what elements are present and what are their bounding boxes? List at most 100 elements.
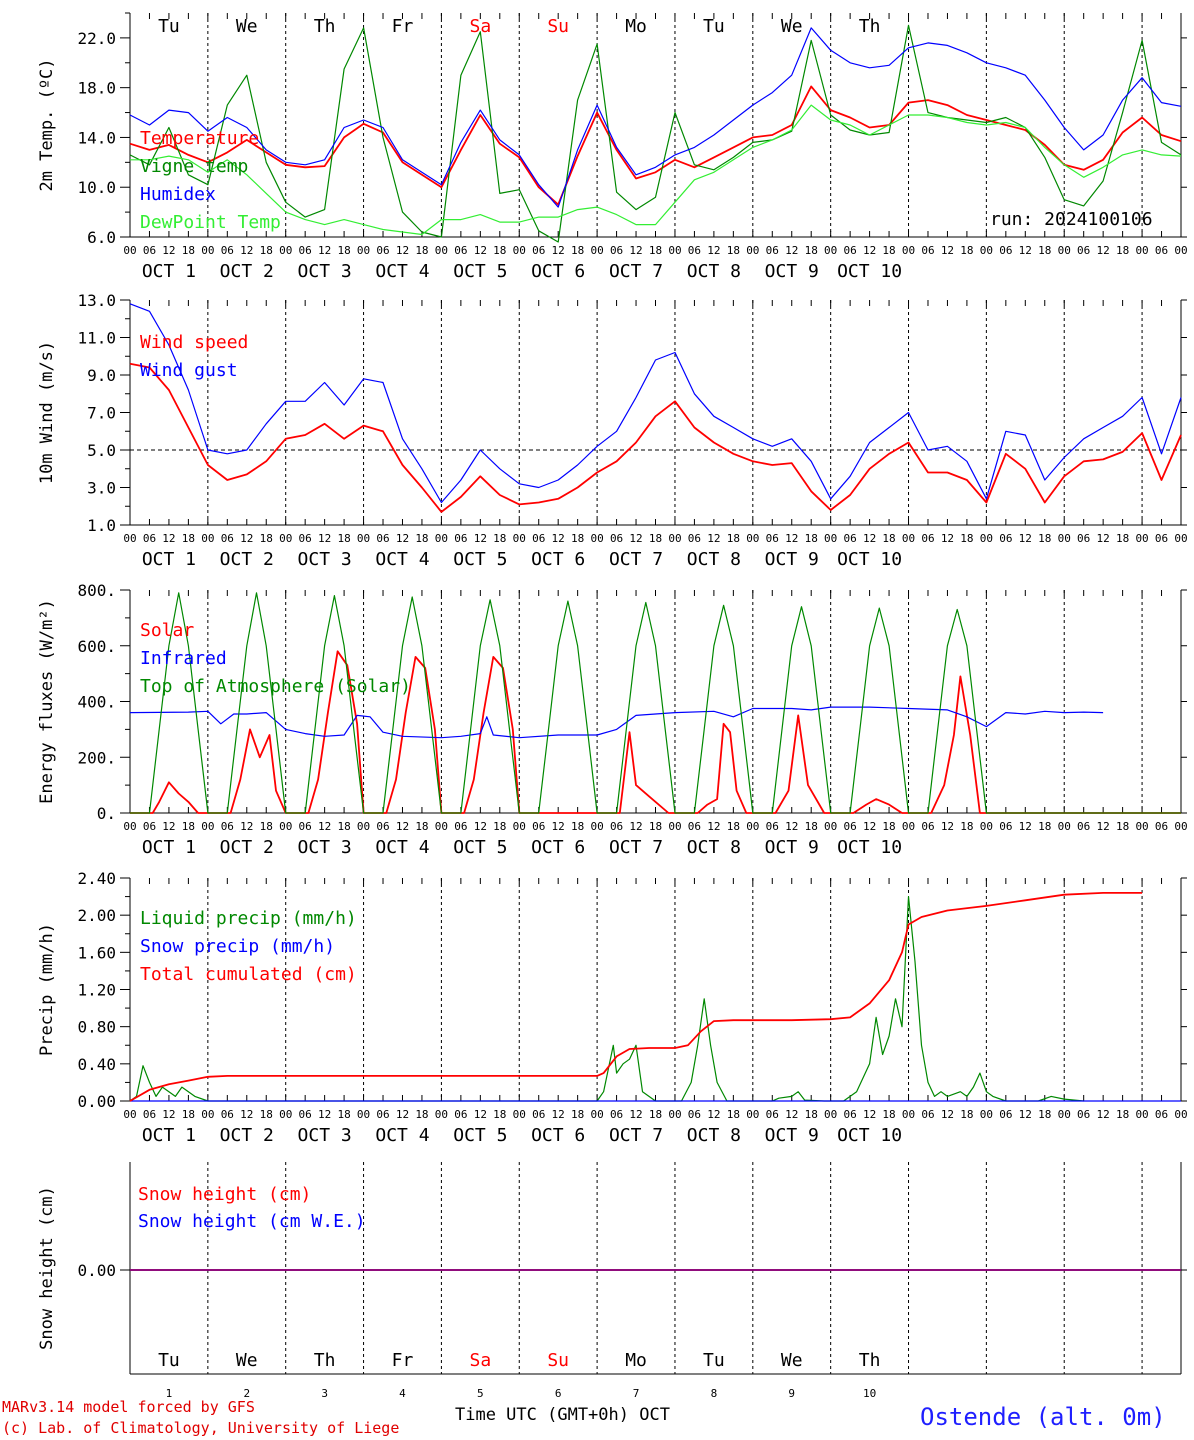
x-hour-label: 06 [143,244,156,257]
x-hour-label: 12 [162,532,175,545]
x-hour-label: 18 [727,532,740,545]
x-hour-label: 00 [1058,532,1071,545]
x-date-label: OCT 9 [765,261,819,282]
day-number-label: 4 [399,1387,406,1400]
day-of-week-label: We [236,1350,258,1371]
day-of-week-label: Su [547,1350,569,1371]
x-hour-label: 18 [882,532,895,545]
x-hour-label: 12 [1019,244,1032,257]
x-hour-label: 18 [960,244,973,257]
day-of-week-label: We [236,16,258,37]
x-hour-label: 00 [824,1108,837,1121]
x-date-label: OCT 4 [375,1125,429,1146]
x-hour-label: 00 [279,532,292,545]
x-hour-label: 12 [863,820,876,833]
x-date-label: OCT 6 [531,1125,585,1146]
chart-panel-5: 0.00 Snow height (cm) Snow height (cm) Snow… [37,1162,1187,1400]
x-hour-label: 12 [941,820,954,833]
x-hour-label: 00 [902,820,915,833]
legend-entry: Wind gust [140,360,238,381]
x-hour-label: 00 [1135,532,1148,545]
x-hour-label: 00 [980,244,993,257]
x-hour-label: 18 [337,820,350,833]
x-date-label: OCT 4 [375,261,429,282]
x-hour-label: 06 [299,532,312,545]
x-hour-label: 18 [805,244,818,257]
series-line-wind-speed [129,362,1182,513]
y-tick-label: 0.00 [77,1261,116,1280]
x-hour-label: 06 [999,244,1012,257]
x-hour-label: 12 [318,244,331,257]
x-hour-label: 00 [590,244,603,257]
x-hour-label: 12 [240,532,253,545]
series-line-infrared [129,706,1104,739]
x-hour-label: 12 [785,532,798,545]
x-hour-label: 06 [766,244,779,257]
x-hour-label: 06 [1077,532,1090,545]
x-hour-label: 00 [357,532,370,545]
x-hour-label: 18 [182,820,195,833]
x-hour-label: 18 [337,532,350,545]
x-date-label: OCT 6 [531,837,585,858]
x-hour-label: 00 [902,1108,915,1121]
x-hour-label: 00 [1135,1108,1148,1121]
x-hour-label: 12 [1097,532,1110,545]
x-date-label: OCT 7 [609,1125,663,1146]
x-hour-label: 00 [201,532,214,545]
x-hour-label: 00 [590,1108,603,1121]
day-of-week-label: Tu [703,1350,725,1371]
x-hour-label: 00 [980,1108,993,1121]
x-hour-label: 00 [980,820,993,833]
x-date-label: OCT 5 [453,837,507,858]
x-hour-label: 00 [1174,244,1187,257]
x-hour-label: 00 [668,1108,681,1121]
x-hour-label: 18 [805,820,818,833]
run-label: run: 2024100106 [990,209,1153,230]
x-hour-label: 18 [415,1108,428,1121]
x-hour-label: 12 [1097,244,1110,257]
x-hour-label: 00 [1058,244,1071,257]
x-date-label: OCT 10 [837,837,902,858]
x-hour-label: 00 [513,1108,526,1121]
x-hour-label: 06 [844,1108,857,1121]
x-hour-label: 06 [921,244,934,257]
x-hour-label: 00 [123,244,136,257]
x-hour-label: 12 [552,532,565,545]
model-credit: MARv3.14 model forced by GFS [2,1398,255,1416]
x-hour-label: 00 [435,532,448,545]
x-date-label: OCT 2 [220,549,274,570]
y-tick-label: 13.0 [77,291,116,310]
day-of-week-label: Th [859,16,881,37]
y-tick-label: 5.0 [87,441,116,460]
x-hour-label: 18 [727,1108,740,1121]
x-hour-label: 00 [1058,820,1071,833]
x-date-label: OCT 5 [453,261,507,282]
x-hour-label: 00 [513,820,526,833]
x-hour-label: 06 [921,820,934,833]
x-hour-label: 00 [824,532,837,545]
y-tick-label: 11.0 [77,329,116,348]
time-axis-title: Time UTC (GMT+0h) OCT [455,1405,670,1425]
x-hour-label: 18 [882,820,895,833]
x-hour-label: 00 [435,244,448,257]
x-hour-label: 12 [1019,820,1032,833]
x-hour-label: 12 [1097,1108,1110,1121]
x-hour-label: 18 [882,1108,895,1121]
day-number-label: 7 [633,1387,640,1400]
x-hour-label: 12 [552,820,565,833]
x-hour-label: 18 [649,244,662,257]
x-hour-label: 00 [123,1108,136,1121]
x-hour-label: 12 [629,1108,642,1121]
x-date-label: OCT 1 [142,1125,196,1146]
day-of-week-label: Tu [158,16,180,37]
y-tick-label: 2.40 [77,869,116,888]
x-hour-label: 06 [1077,820,1090,833]
legend-entry: Vigne temp [140,156,248,177]
x-hour-label: 18 [571,244,584,257]
x-hour-label: 06 [221,532,234,545]
day-of-week-label: Mo [625,16,647,37]
y-tick-label: 600. [77,637,116,656]
x-date-label: OCT 1 [142,549,196,570]
x-date-label: OCT 8 [687,261,741,282]
x-hour-label: 06 [766,820,779,833]
